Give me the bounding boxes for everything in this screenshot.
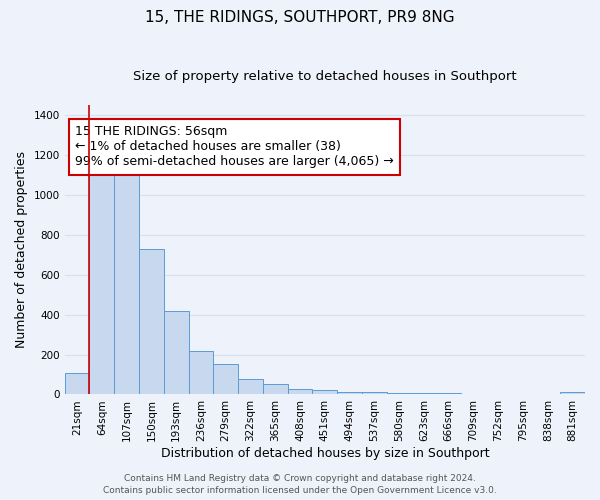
Bar — [238, 380, 263, 394]
Bar — [287, 389, 313, 394]
Title: Size of property relative to detached houses in Southport: Size of property relative to detached ho… — [133, 70, 517, 83]
Text: 15, THE RIDINGS, SOUTHPORT, PR9 8NG: 15, THE RIDINGS, SOUTHPORT, PR9 8NG — [145, 10, 455, 25]
Bar — [164, 310, 188, 394]
Bar — [139, 248, 164, 394]
Bar — [412, 392, 436, 394]
Bar — [214, 364, 238, 394]
Bar — [65, 374, 89, 394]
Bar — [337, 392, 362, 394]
Text: 15 THE RIDINGS: 56sqm
← 1% of detached houses are smaller (38)
99% of semi-detac: 15 THE RIDINGS: 56sqm ← 1% of detached h… — [75, 126, 394, 168]
Bar — [89, 164, 114, 394]
Bar — [313, 390, 337, 394]
X-axis label: Distribution of detached houses by size in Southport: Distribution of detached houses by size … — [161, 447, 489, 460]
Bar — [114, 164, 139, 394]
Y-axis label: Number of detached properties: Number of detached properties — [15, 151, 28, 348]
Bar — [188, 350, 214, 395]
Text: Contains HM Land Registry data © Crown copyright and database right 2024.
Contai: Contains HM Land Registry data © Crown c… — [103, 474, 497, 495]
Bar — [387, 392, 412, 394]
Bar — [362, 392, 387, 394]
Bar — [263, 384, 287, 394]
Bar — [560, 392, 585, 394]
